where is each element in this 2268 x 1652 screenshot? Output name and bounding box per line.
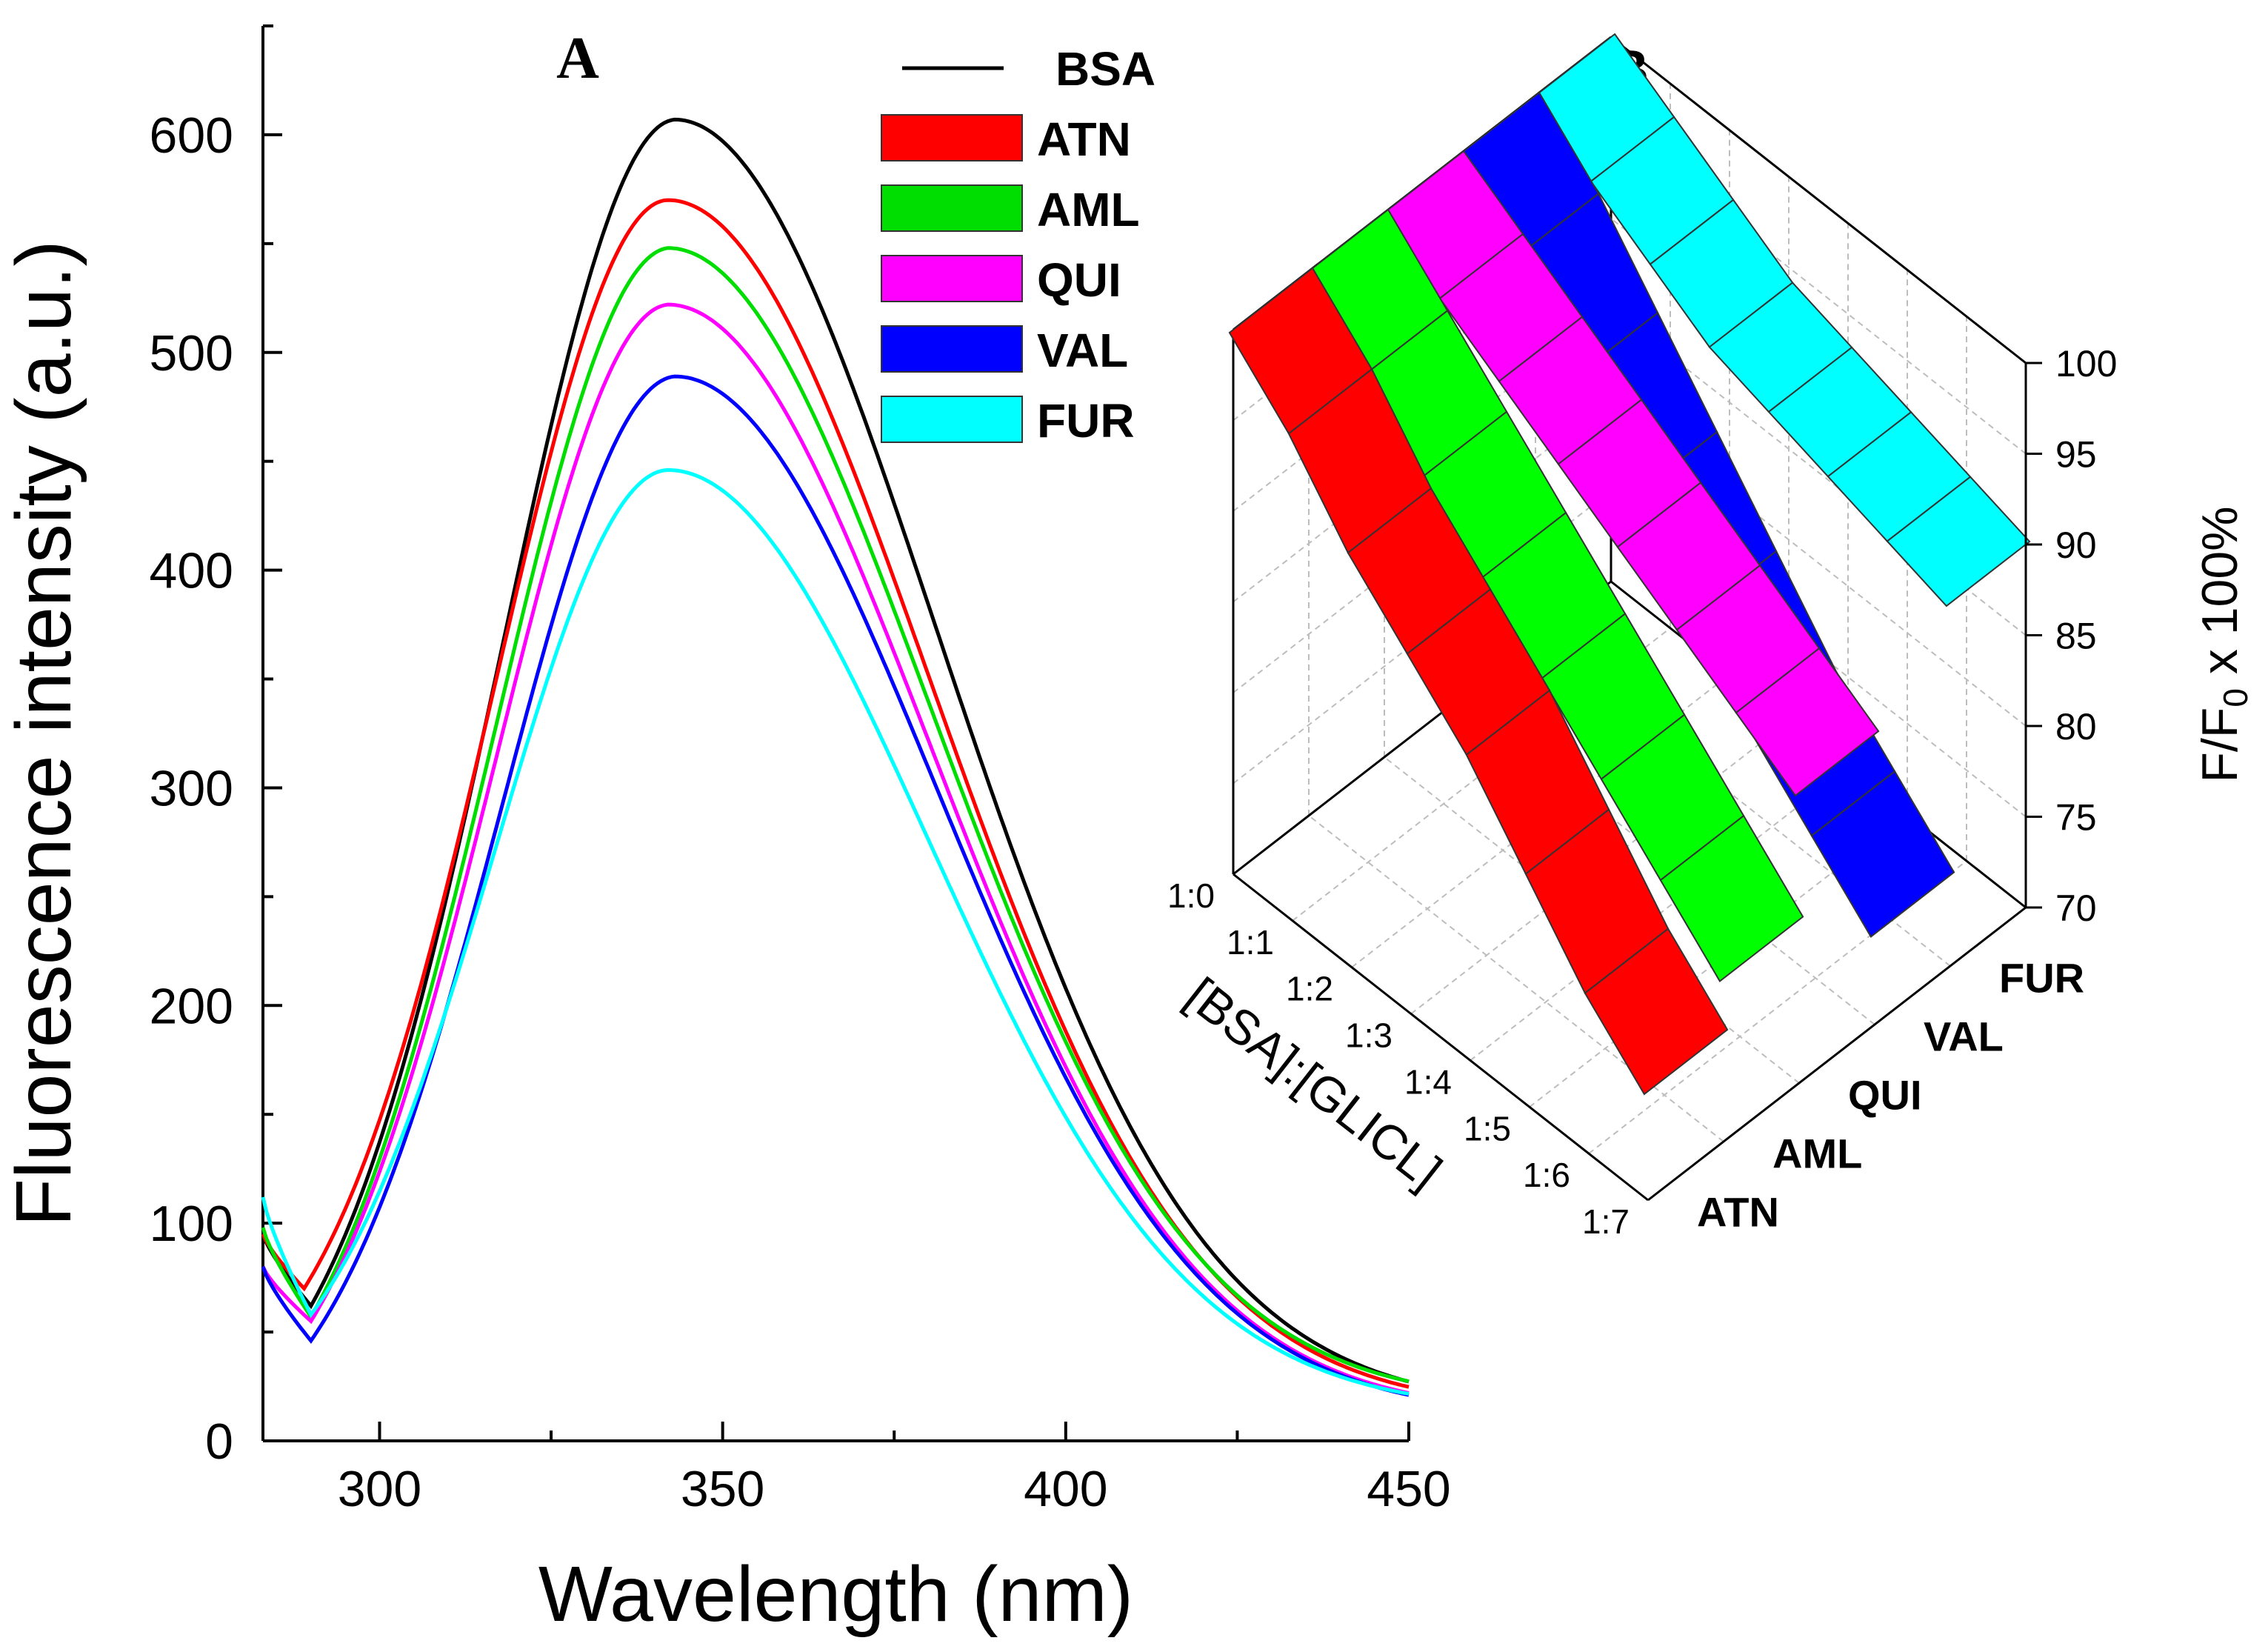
legend-label-fur: FUR: [1037, 394, 1135, 447]
ratio-label: 1:2: [1286, 970, 1333, 1008]
series-label-aml: AML: [1772, 1130, 1862, 1177]
box-edge: [1647, 906, 2027, 1202]
x-tick-label: 450: [1367, 1461, 1450, 1517]
z-tick-label: 95: [2055, 434, 2097, 476]
y-tick-label: 100: [150, 1196, 233, 1252]
legend-swatch-aml: [881, 184, 1023, 232]
legend-label-val: VAL: [1037, 324, 1128, 377]
x-tick-label: 300: [338, 1461, 421, 1517]
legend-swatch-qui: [881, 255, 1023, 302]
x-axis-title: Wavelength (nm): [538, 1551, 1133, 1638]
z-tick-label: 90: [2055, 524, 2097, 566]
ratio-label: 1:1: [1227, 923, 1274, 962]
series-label-atn: ATN: [1697, 1189, 1779, 1236]
y-tick-label: 200: [150, 978, 233, 1034]
ratio-label: 1:5: [1464, 1109, 1511, 1148]
legend-swatch-atn: [881, 114, 1023, 161]
legend-swatch-fur: [881, 396, 1023, 443]
ribbon-fur-segment: [1886, 476, 2031, 607]
legend-label-atn: ATN: [1037, 113, 1131, 166]
grid-line: [1308, 815, 1724, 1142]
z-tick-label: 85: [2055, 616, 2097, 657]
x-tick-label: 350: [681, 1461, 764, 1517]
z-title-tail: x 100%: [2192, 506, 2248, 688]
series-line-fur: [261, 467, 1410, 1396]
y-tick-label: 500: [150, 325, 233, 382]
z-tick-label: 75: [2055, 797, 2097, 839]
z-title-sub: 0: [2216, 688, 2255, 707]
y-axis-title: Fluorescence intensity (a.u.): [0, 240, 87, 1226]
ribbon-val-segment: [1810, 770, 1955, 938]
series-label-val: VAL: [1924, 1013, 2004, 1060]
y-tick-label: 400: [150, 543, 233, 599]
legend-swatch-val: [881, 325, 1023, 373]
series-line-bsa: [261, 117, 1410, 1384]
y-tick-label: 300: [150, 760, 233, 816]
ratio-label: 1:3: [1345, 1016, 1393, 1055]
ribbon-aml-segment: [1659, 814, 1804, 982]
series-line-atn: [261, 198, 1410, 1389]
series-label-fur: FUR: [1999, 955, 2084, 1002]
z-tick-label: 80: [2055, 706, 2097, 747]
z-tick-label: 100: [2055, 343, 2117, 384]
z-axis-title: F/F0 x 100%: [2192, 506, 2255, 782]
ribbon-atn-segment: [1584, 927, 1729, 1096]
z-tick-label: 70: [2055, 887, 2097, 929]
y-tick-label: 0: [205, 1413, 233, 1470]
series-line-val: [261, 374, 1410, 1397]
series-label-qui: QUI: [1848, 1072, 1922, 1119]
series-line-qui: [261, 302, 1410, 1395]
ratio-label: 1:7: [1582, 1202, 1630, 1241]
ribbon-qui-segment: [1735, 647, 1880, 797]
ratio-label: 1:0: [1167, 876, 1215, 915]
legend-label-qui: QUI: [1037, 253, 1121, 307]
box-edge: [1233, 873, 1649, 1202]
panel-a: 300 350 400 450 0 100 200 300 400 500 600 Wavelengt…: [0, 24, 1451, 1638]
legend-label-bsa: BSA: [1055, 42, 1155, 96]
x-tick-label: 400: [1024, 1461, 1107, 1517]
y-tick-label: 600: [150, 107, 233, 164]
series-line-aml: [261, 246, 1410, 1384]
panel-a-label: A: [556, 26, 599, 91]
legend-label-aml: AML: [1037, 183, 1140, 236]
ratio-label: 1:6: [1523, 1156, 1570, 1194]
ratio-label: 1:4: [1404, 1062, 1452, 1101]
z-title-main: F/F: [2192, 707, 2248, 783]
box-edge: [1610, 36, 2027, 364]
